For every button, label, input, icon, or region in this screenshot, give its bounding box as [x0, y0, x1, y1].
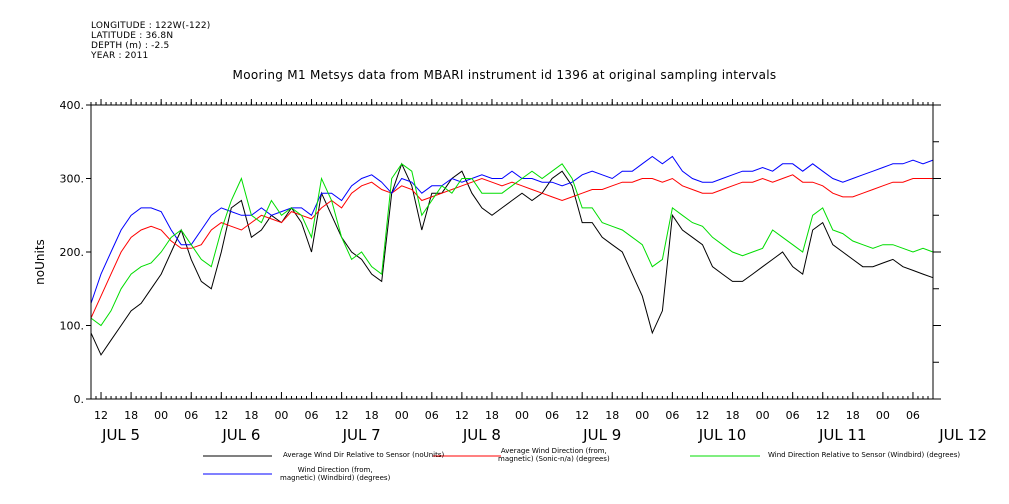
meta-year: YEAR : 2011: [91, 51, 149, 61]
x-day-label: JUL 9: [582, 426, 621, 444]
chart-title: Mooring M1 Metsys data from MBARI instru…: [232, 68, 777, 82]
x-day-label: JUL 7: [342, 426, 381, 444]
meta-depth: DEPTH (m) : -2.5: [91, 41, 170, 51]
x-tick-label: 00: [876, 409, 890, 422]
x-tick-label: 06: [786, 409, 800, 422]
x-tick-label: 06: [305, 409, 319, 422]
x-tick-label: 18: [605, 409, 619, 422]
x-tick-label: 12: [575, 409, 589, 422]
x-day-label: JUL 8: [462, 426, 501, 444]
x-tick-label: 00: [395, 409, 409, 422]
x-tick-label: 06: [906, 409, 920, 422]
meta-longitude: LONGITUDE : 122W(-122): [91, 21, 211, 31]
x-tick-label: 12: [695, 409, 709, 422]
x-day-label: JUL 10: [698, 426, 747, 444]
legend-label-green-line-1: Wind Direction Relative to Sensor (Windb…: [768, 451, 961, 459]
y-tick-label: 0.: [74, 393, 85, 406]
legend-label-green: Wind Direction Relative to Sensor (Windb…: [768, 451, 960, 459]
legend-label-black-line-1: Average Wind Dir Relative to Sensor (noU…: [283, 451, 445, 459]
x-tick-label: 18: [124, 409, 138, 422]
x-day-label: JUL 12: [938, 426, 987, 444]
x-tick-label: 00: [756, 409, 770, 422]
x-tick-label: 18: [244, 409, 258, 422]
legend-label-red-line-2: magnetic) (Sonic-n/a) (degrees): [498, 455, 610, 463]
x-tick-label: 12: [455, 409, 469, 422]
y-tick-label: 400.: [60, 99, 85, 112]
legend-lines: [203, 455, 760, 475]
x-tick-label: 12: [816, 409, 830, 422]
x-day-label: JUL 5: [101, 426, 140, 444]
x-tick-label: 00: [154, 409, 168, 422]
legend-label-blue-line-2: magnetic) (Windbird) (degrees): [280, 474, 391, 482]
x-tick-label: 18: [485, 409, 499, 422]
x-tick-label: 06: [665, 409, 679, 422]
legend-label-red: Average Wind Direction (from, magnetic) …: [498, 447, 610, 463]
series-line-4: [90, 155, 934, 304]
x-day-label: JUL 11: [818, 426, 867, 444]
x-tick-label: 06: [425, 409, 439, 422]
x-tick-label: 00: [635, 409, 649, 422]
axis-layer: 0. 100. 200. 300. 400. 12 18 00 06 12 18 00 06 12 18 00…: [60, 99, 987, 444]
x-tick-label: 18: [726, 409, 740, 422]
legend-label-black: Average Wind Dir Relative to Sensor (noU…: [283, 451, 444, 459]
series-layer: [90, 155, 934, 356]
meta-latitude: LATITUDE : 36.8N: [91, 31, 174, 41]
x-tick-label: 00: [274, 409, 288, 422]
x-tick-label: 06: [184, 409, 198, 422]
y-tick-label: 300.: [60, 173, 85, 186]
x-day-label: JUL 6: [221, 426, 260, 444]
x-tick-label: 18: [846, 409, 860, 422]
y-tick-label: 100.: [60, 320, 85, 333]
y-axis-label: noUnits: [32, 239, 47, 285]
series-line-3: [90, 163, 934, 327]
x-tick-label: 12: [94, 409, 108, 422]
plot-frame: [90, 104, 934, 400]
series-line-2: [90, 174, 933, 319]
x-tick-label: 12: [335, 409, 349, 422]
legend-label-blue: Wind Direction (from, magnetic) (Windbir…: [280, 466, 390, 482]
series-line-1: [90, 162, 934, 356]
x-tick-label: 06: [545, 409, 559, 422]
legend-label-blue-line-1: Wind Direction (from,: [297, 466, 373, 474]
legend-label-red-line-1: Average Wind Direction (from,: [500, 447, 607, 455]
y-tick-label: 200.: [60, 246, 85, 259]
x-tick-label: 00: [515, 409, 529, 422]
x-tick-label: 12: [214, 409, 228, 422]
x-tick-label: 18: [365, 409, 379, 422]
